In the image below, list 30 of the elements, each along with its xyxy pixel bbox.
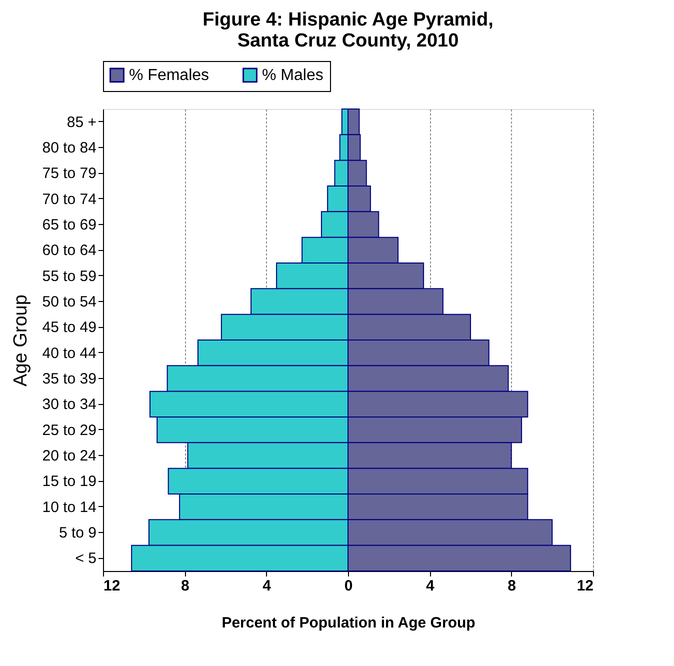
x-tick-label: 4 xyxy=(262,578,272,594)
y-tick-label: 55 to 59 xyxy=(42,268,96,285)
y-tick-label: 85 + xyxy=(66,114,97,131)
y-tick-label: 75 to 79 xyxy=(42,165,96,182)
legend-label: % Females xyxy=(129,67,210,84)
y-tick-label: 60 to 64 xyxy=(42,242,96,260)
x-tick-label: 8 xyxy=(508,578,516,594)
y-tick-label: 45 to 49 xyxy=(42,319,96,336)
y-tick-label: 5 to 9 xyxy=(58,524,96,542)
x-tick-label: 0 xyxy=(344,578,353,594)
y-tick-label: 40 to 44 xyxy=(42,344,96,362)
y-tick-label: 25 to 29 xyxy=(42,422,96,439)
x-tick-label: 12 xyxy=(576,578,594,594)
y-tick-label: 20 to 24 xyxy=(42,448,96,464)
y-tick-label: < 5 xyxy=(75,550,96,568)
x-tick-label: 12 xyxy=(104,578,120,594)
y-tick-label: 65 to 69 xyxy=(42,216,96,234)
x-tick-label: 8 xyxy=(180,578,190,594)
y-tick-label: 10 to 14 xyxy=(42,498,96,516)
chart-title: Figure 4: Hispanic Age Pyramid, Santa Cruz County, 2010 xyxy=(202,10,494,52)
y-tick-label: 80 to 84 xyxy=(42,140,96,156)
y-tick-label: 30 to 34 xyxy=(42,396,96,414)
x-tick-label: 4 xyxy=(426,578,435,594)
y-axis-title: Age Group xyxy=(10,294,32,386)
legend-label: % Males xyxy=(262,67,324,84)
y-tick-label: 15 to 19 xyxy=(42,473,96,490)
y-tick-label: 70 to 74 xyxy=(42,190,96,208)
y-tick-label: 35 to 39 xyxy=(42,370,96,388)
x-axis-title: Percent of Population in Age Group xyxy=(222,614,476,632)
y-tick-label: 50 to 54 xyxy=(42,294,96,310)
